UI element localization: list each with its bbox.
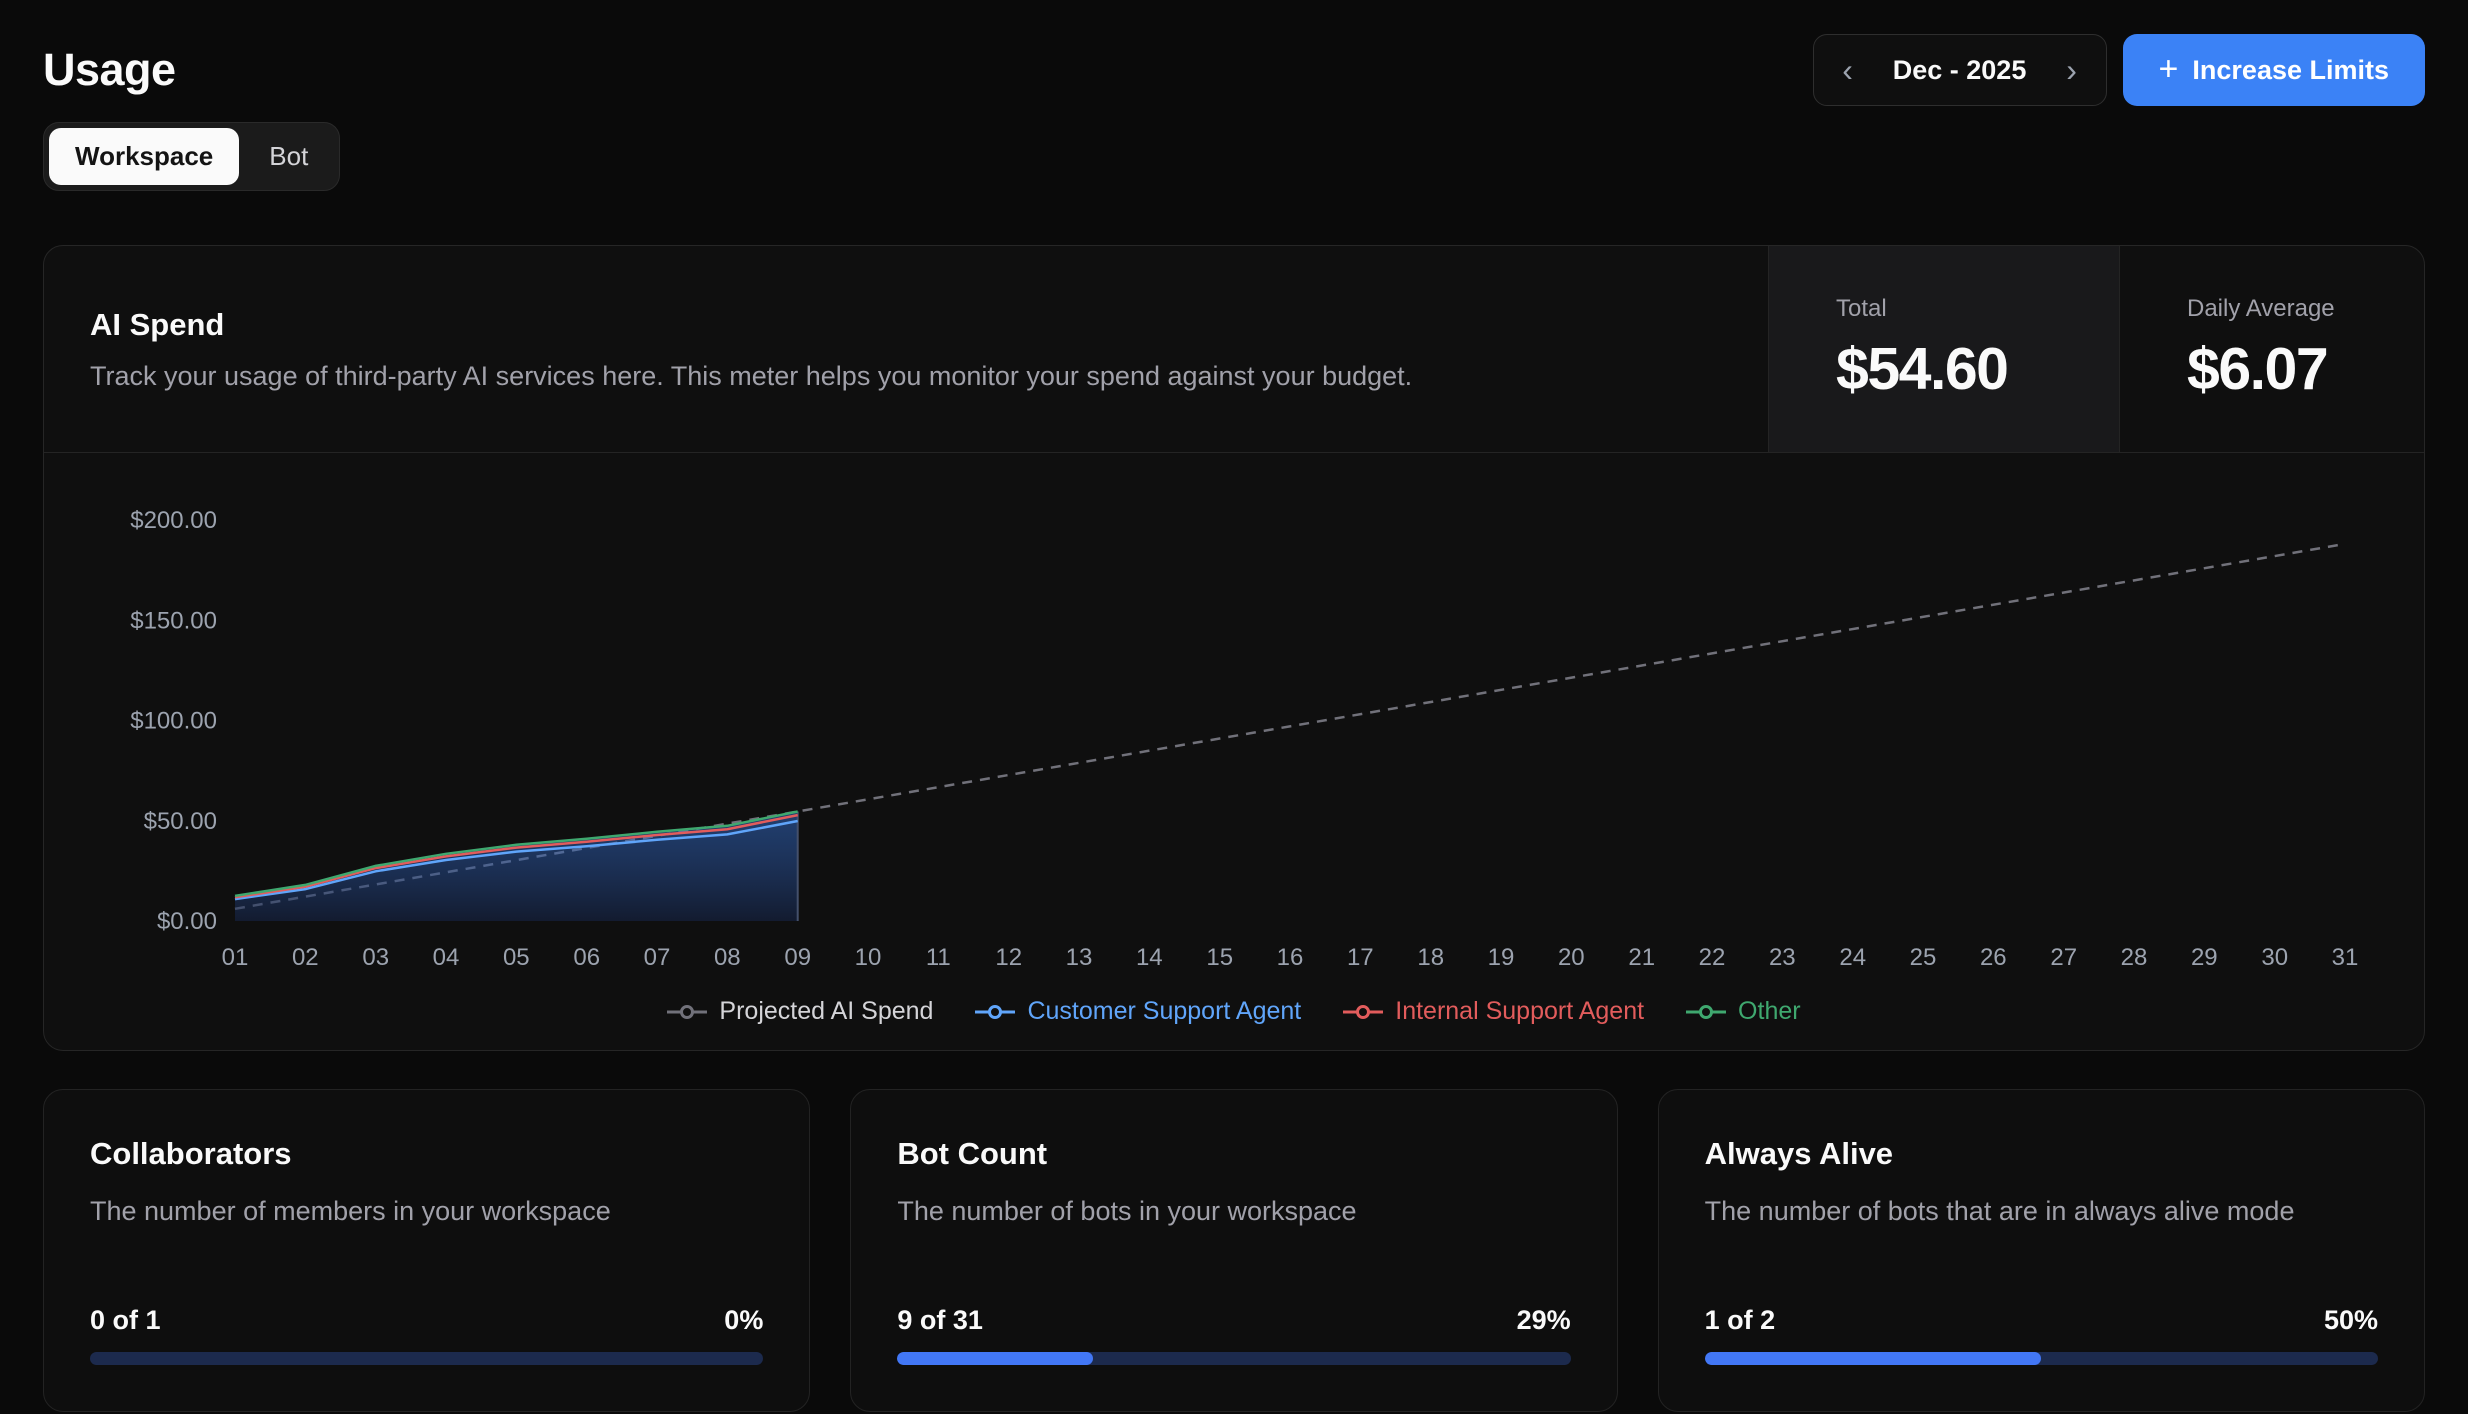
- svg-text:24: 24: [1839, 944, 1866, 971]
- date-navigator: ‹ Dec - 2025 ›: [1812, 34, 2107, 106]
- ai-spend-chart: $0.00 $50.00 $100.00 $150.00 $200.00 01 02 03 04…: [130, 507, 2359, 971]
- svg-text:04: 04: [433, 944, 460, 971]
- svg-text:06: 06: [573, 944, 600, 971]
- svg-text:18: 18: [1417, 944, 1444, 971]
- metric-percent: 29%: [1516, 1305, 1571, 1335]
- metric-percent: 50%: [2323, 1305, 2378, 1335]
- svg-text:25: 25: [1910, 944, 1937, 971]
- metric-progress-fill: [1704, 1352, 2042, 1365]
- svg-text:02: 02: [292, 944, 319, 971]
- svg-text:10: 10: [855, 944, 882, 971]
- metric-progress-bar: [897, 1352, 1571, 1365]
- svg-text:08: 08: [714, 944, 741, 971]
- legend-item[interactable]: Customer Support Agent: [975, 997, 1301, 1026]
- svg-text:21: 21: [1628, 944, 1655, 971]
- increase-limits-button[interactable]: + Increase Limits: [2122, 34, 2425, 106]
- ai-spend-description: Track your usage of third-party AI servi…: [90, 360, 1413, 391]
- total-value: $54.60: [1836, 336, 2009, 402]
- daily-average-label: Daily Average: [2187, 295, 2335, 322]
- ai-spend-card: AI Spend Track your usage of third-party…: [43, 245, 2425, 1051]
- legend-marker-icon: [1686, 1004, 1727, 1019]
- svg-text:$100.00: $100.00: [130, 708, 217, 735]
- svg-text:29: 29: [2191, 944, 2218, 971]
- svg-text:23: 23: [1769, 944, 1796, 971]
- svg-text:07: 07: [644, 944, 671, 971]
- metric-percent: 0%: [724, 1305, 764, 1335]
- daily-average-value: $6.07: [2187, 336, 2329, 402]
- svg-text:14: 14: [1136, 944, 1163, 971]
- svg-text:05: 05: [503, 944, 530, 971]
- legend-label: Internal Support Agent: [1395, 997, 1645, 1025]
- metric-title: Always Alive: [1704, 1136, 1894, 1171]
- metric-progress-bar: [1704, 1352, 2378, 1365]
- legend-label: Other: [1738, 997, 1801, 1025]
- svg-text:11: 11: [926, 944, 951, 971]
- svg-text:15: 15: [1206, 944, 1233, 971]
- ai-spend-info: AI Spend Track your usage of third-party…: [44, 246, 1768, 452]
- legend-label: Customer Support Agent: [1027, 997, 1302, 1025]
- svg-text:09: 09: [784, 944, 811, 971]
- metric-card-bot-count: Bot Count The number of bots in your work…: [850, 1089, 1618, 1412]
- metric-description: The number of members in your workspace: [90, 1196, 611, 1226]
- svg-text:13: 13: [1066, 944, 1093, 971]
- tab-workspace[interactable]: Workspace: [49, 128, 240, 185]
- legend-marker-icon: [667, 1004, 708, 1019]
- svg-text:30: 30: [2261, 944, 2288, 971]
- metric-count: 0 of 1: [90, 1305, 161, 1335]
- svg-text:17: 17: [1347, 944, 1374, 971]
- metrics-grid: Collaborators The number of members in yo…: [43, 1089, 2425, 1412]
- ai-spend-header: AI Spend Track your usage of third-party…: [44, 246, 2424, 453]
- svg-text:$50.00: $50.00: [144, 808, 217, 835]
- legend-item[interactable]: Other: [1686, 997, 1801, 1026]
- legend-marker-icon: [975, 1004, 1016, 1019]
- legend-marker-icon: [1343, 1004, 1384, 1019]
- svg-text:01: 01: [222, 944, 249, 971]
- chart-legend: Projected AI Spend Customer Support Agent…: [44, 993, 2424, 1050]
- metric-description: The number of bots in your workspace: [897, 1196, 1357, 1226]
- date-label: Dec - 2025: [1892, 54, 2027, 85]
- page-title: Usage: [43, 44, 176, 95]
- metric-stats: 9 of 31 29%: [897, 1305, 1570, 1336]
- increase-limits-label: Increase Limits: [2192, 54, 2389, 85]
- tab-bot[interactable]: Bot: [243, 128, 334, 185]
- metric-count: 1 of 2: [1704, 1305, 1776, 1335]
- prev-month-button[interactable]: ‹: [1824, 46, 1872, 94]
- metric-title: Bot Count: [897, 1136, 1048, 1171]
- svg-text:03: 03: [362, 944, 389, 971]
- ai-spend-title: AI Spend: [90, 306, 225, 342]
- svg-text:16: 16: [1277, 944, 1304, 971]
- metric-progress-bar: [90, 1352, 764, 1365]
- page-header: Usage ‹ Dec - 2025 › + Increase Limits: [43, 34, 2425, 106]
- svg-text:22: 22: [1699, 944, 1726, 971]
- legend-item[interactable]: Projected AI Spend: [667, 997, 933, 1026]
- svg-text:$200.00: $200.00: [130, 507, 217, 534]
- total-stat-box: Total $54.60: [1768, 246, 2119, 452]
- header-actions: ‹ Dec - 2025 › + Increase Limits: [1812, 34, 2425, 106]
- metric-stats: 1 of 2 50%: [1705, 1305, 2378, 1336]
- svg-text:$0.00: $0.00: [157, 908, 217, 935]
- metric-title: Collaborators: [90, 1136, 292, 1171]
- metric-count: 9 of 31: [897, 1305, 983, 1335]
- legend-label: Projected AI Spend: [719, 997, 934, 1025]
- svg-text:19: 19: [1488, 944, 1515, 971]
- svg-text:31: 31: [2332, 944, 2359, 971]
- metric-stats: 0 of 1 0%: [90, 1305, 763, 1336]
- svg-text:20: 20: [1558, 944, 1585, 971]
- svg-text:28: 28: [2121, 944, 2148, 971]
- next-month-button[interactable]: ›: [2048, 46, 2096, 94]
- legend-item[interactable]: Internal Support Agent: [1343, 997, 1644, 1026]
- svg-text:12: 12: [995, 944, 1022, 971]
- metric-description: The number of bots that are in always al…: [1704, 1196, 2295, 1226]
- svg-text:26: 26: [1980, 944, 2007, 971]
- svg-text:27: 27: [2050, 944, 2077, 971]
- view-tabs: Workspace Bot: [43, 122, 341, 191]
- daily-average-stat-box: Daily Average $6.07: [2119, 246, 2424, 452]
- total-label: Total: [1836, 295, 1887, 322]
- metric-progress-fill: [897, 1352, 1093, 1365]
- metric-card-collaborators: Collaborators The number of members in yo…: [43, 1089, 811, 1412]
- metric-card-always-alive: Always Alive The number of bots that are …: [1657, 1089, 2425, 1412]
- svg-text:$150.00: $150.00: [130, 607, 217, 634]
- plus-icon: +: [2158, 50, 2179, 88]
